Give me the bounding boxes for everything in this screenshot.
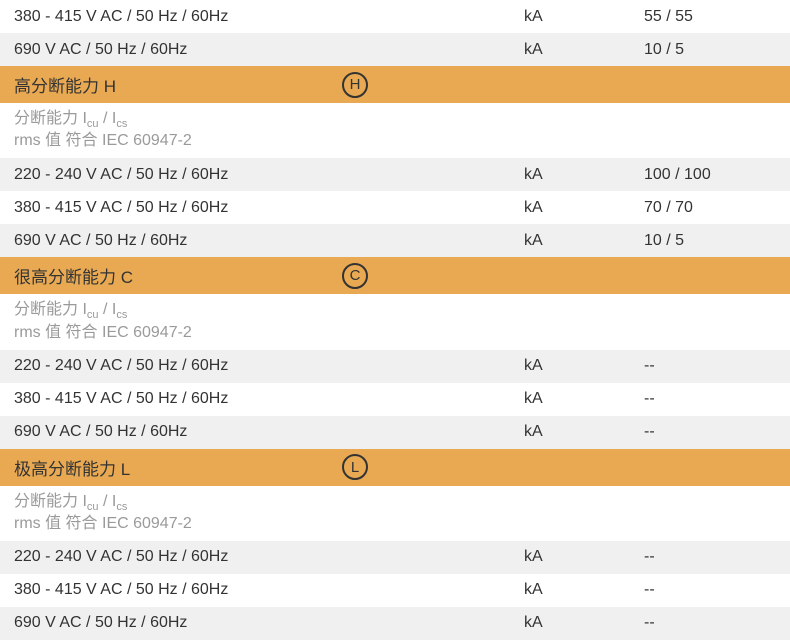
sub-subscript: cu: [87, 118, 99, 130]
subheader-line2: rms 值 符合 IEC 60947-2: [14, 324, 192, 341]
section-header-h: 高分断能力 H H: [0, 66, 790, 103]
table-row: 690 V AC / 50 Hz / 60Hz kA --: [0, 607, 790, 640]
table-row: 380 - 415 V AC / 50 Hz / 60Hz kA --: [0, 574, 790, 607]
sub-subscript: cs: [116, 118, 127, 130]
row-label: 380 - 415 V AC / 50 Hz / 60Hz: [14, 8, 524, 26]
row-unit: kA: [524, 357, 644, 375]
row-value: 70 / 70: [644, 199, 782, 217]
table-row: 220 - 240 V AC / 50 Hz / 60Hz kA --: [0, 350, 790, 383]
sub-text: 分断能力 I: [14, 301, 87, 318]
row-value: 100 / 100: [644, 166, 782, 184]
table-row: 690 V AC / 50 Hz / 60Hz kA 10 / 5: [0, 33, 790, 66]
sub-subscript: cu: [87, 309, 99, 321]
section-subheader: 分断能力 Icu / Ics rms 值 符合 IEC 60947-2: [0, 294, 790, 349]
row-label: 690 V AC / 50 Hz / 60Hz: [14, 41, 524, 59]
row-value: 10 / 5: [644, 41, 782, 59]
table-row: 220 - 240 V AC / 50 Hz / 60Hz kA --: [0, 541, 790, 574]
sub-subscript: cs: [116, 501, 127, 513]
subheader-line1: 分断能力 Icu / Ics: [14, 110, 127, 127]
row-unit: kA: [524, 614, 644, 632]
row-value: --: [644, 423, 782, 441]
spec-table: 380 - 415 V AC / 50 Hz / 60Hz kA 55 / 55…: [0, 0, 790, 640]
row-label: 380 - 415 V AC / 50 Hz / 60Hz: [14, 199, 524, 217]
section-header-c: 很高分断能力 C C: [0, 257, 790, 294]
section-title: 极高分断能力 L: [14, 460, 130, 479]
section-title: 高分断能力 H: [14, 77, 116, 96]
row-value: --: [644, 357, 782, 375]
row-unit: kA: [524, 166, 644, 184]
table-row: 690 V AC / 50 Hz / 60Hz kA --: [0, 416, 790, 449]
sub-text: 分断能力 I: [14, 110, 87, 127]
row-unit: kA: [524, 232, 644, 250]
section-badge-icon: H: [342, 72, 368, 98]
row-value: --: [644, 581, 782, 599]
subheader-line2: rms 值 符合 IEC 60947-2: [14, 515, 192, 532]
table-row: 690 V AC / 50 Hz / 60Hz kA 10 / 5: [0, 224, 790, 257]
row-unit: kA: [524, 41, 644, 59]
row-value: --: [644, 614, 782, 632]
row-label: 690 V AC / 50 Hz / 60Hz: [14, 232, 524, 250]
section-header-l: 极高分断能力 L L: [0, 449, 790, 486]
row-unit: kA: [524, 581, 644, 599]
sub-subscript: cs: [116, 309, 127, 321]
sub-text: / I: [99, 493, 117, 510]
sub-text: / I: [99, 301, 117, 318]
sub-text: 分断能力 I: [14, 493, 87, 510]
row-label: 690 V AC / 50 Hz / 60Hz: [14, 423, 524, 441]
row-unit: kA: [524, 199, 644, 217]
row-label: 380 - 415 V AC / 50 Hz / 60Hz: [14, 390, 524, 408]
subheader-line1: 分断能力 Icu / Ics: [14, 301, 127, 318]
table-row: 220 - 240 V AC / 50 Hz / 60Hz kA 100 / 1…: [0, 158, 790, 191]
subheader-line1: 分断能力 Icu / Ics: [14, 493, 127, 510]
table-row: 380 - 415 V AC / 50 Hz / 60Hz kA --: [0, 383, 790, 416]
section-badge-icon: C: [342, 263, 368, 289]
section-subheader: 分断能力 Icu / Ics rms 值 符合 IEC 60947-2: [0, 486, 790, 541]
row-label: 220 - 240 V AC / 50 Hz / 60Hz: [14, 357, 524, 375]
row-value: --: [644, 390, 782, 408]
subheader-line2: rms 值 符合 IEC 60947-2: [14, 132, 192, 149]
row-value: 10 / 5: [644, 232, 782, 250]
table-row: 380 - 415 V AC / 50 Hz / 60Hz kA 70 / 70: [0, 191, 790, 224]
row-label: 690 V AC / 50 Hz / 60Hz: [14, 614, 524, 632]
row-unit: kA: [524, 548, 644, 566]
row-value: 55 / 55: [644, 8, 782, 26]
row-value: --: [644, 548, 782, 566]
row-label: 380 - 415 V AC / 50 Hz / 60Hz: [14, 581, 524, 599]
sub-subscript: cu: [87, 501, 99, 513]
section-title: 很高分断能力 C: [14, 268, 133, 287]
section-subheader: 分断能力 Icu / Ics rms 值 符合 IEC 60947-2: [0, 103, 790, 158]
table-row: 380 - 415 V AC / 50 Hz / 60Hz kA 55 / 55: [0, 0, 790, 33]
row-unit: kA: [524, 423, 644, 441]
row-label: 220 - 240 V AC / 50 Hz / 60Hz: [14, 166, 524, 184]
row-label: 220 - 240 V AC / 50 Hz / 60Hz: [14, 548, 524, 566]
sub-text: / I: [99, 110, 117, 127]
section-badge-icon: L: [342, 454, 368, 480]
row-unit: kA: [524, 8, 644, 26]
row-unit: kA: [524, 390, 644, 408]
